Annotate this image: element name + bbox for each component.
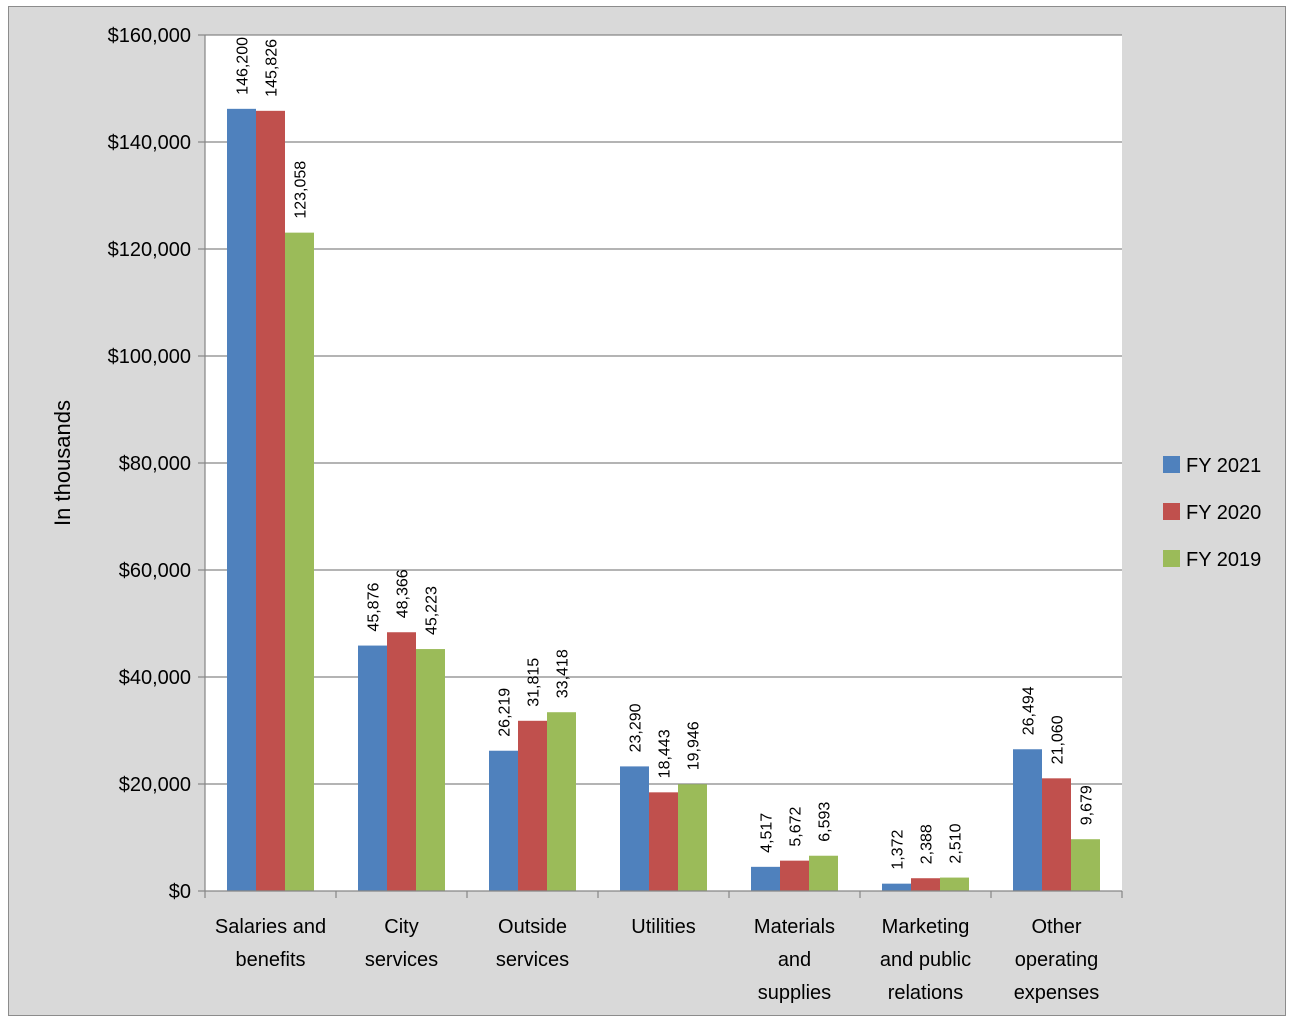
bar bbox=[518, 720, 547, 891]
data-label: 21,060 bbox=[1050, 715, 1067, 764]
bar bbox=[227, 108, 256, 891]
data-label: 5,672 bbox=[788, 807, 805, 847]
y-tick-label: $120,000 bbox=[108, 239, 191, 261]
bar bbox=[387, 632, 416, 891]
y-tick-label: $80,000 bbox=[119, 453, 191, 475]
x-tick-label: Marketing bbox=[882, 916, 970, 938]
x-tick-label: Materials bbox=[754, 916, 835, 938]
x-tick-label: supplies bbox=[758, 982, 831, 1004]
bar bbox=[285, 232, 314, 891]
y-axis-title: In thousands bbox=[50, 400, 75, 526]
data-label: 1,372 bbox=[890, 830, 907, 870]
bar bbox=[489, 750, 518, 891]
x-tick-label: and bbox=[778, 949, 811, 971]
bar bbox=[1042, 778, 1071, 891]
bar bbox=[780, 860, 809, 891]
data-label: 4,517 bbox=[759, 813, 776, 853]
bar bbox=[940, 877, 969, 891]
data-label: 45,876 bbox=[366, 583, 383, 632]
y-tick-label: $100,000 bbox=[108, 346, 191, 368]
data-label: 23,290 bbox=[628, 703, 645, 752]
data-label: 48,366 bbox=[395, 569, 412, 618]
data-label: 145,826 bbox=[264, 39, 281, 97]
data-label: 9,679 bbox=[1079, 785, 1096, 825]
bars bbox=[227, 108, 1100, 891]
legend-label: FY 2019 bbox=[1186, 549, 1261, 571]
x-tick-label: Salaries and bbox=[215, 916, 326, 938]
x-tick-label: benefits bbox=[235, 949, 305, 971]
bar bbox=[882, 883, 911, 891]
bar bbox=[649, 792, 678, 891]
data-label: 31,815 bbox=[526, 658, 543, 707]
x-tick-label: services bbox=[365, 949, 438, 971]
bar bbox=[620, 766, 649, 891]
data-label: 18,443 bbox=[657, 729, 674, 778]
x-tick-label: and public bbox=[880, 949, 971, 971]
data-label: 19,946 bbox=[686, 721, 703, 770]
legend-swatch bbox=[1163, 503, 1180, 520]
bar bbox=[751, 866, 780, 891]
data-label: 26,494 bbox=[1021, 686, 1038, 735]
data-label: 45,223 bbox=[424, 586, 441, 635]
y-tick-labels: $0 $20,000 $40,000 $60,000 $80,000 $100,000 $1… bbox=[108, 25, 191, 903]
bar bbox=[678, 784, 707, 891]
bar bbox=[256, 110, 285, 891]
y-tick-label: $40,000 bbox=[119, 667, 191, 689]
x-tick-label: expenses bbox=[1014, 982, 1100, 1004]
bar bbox=[1013, 749, 1042, 891]
data-labels: 146,200 145,826 123,058 45,876 48,366 45,223 2… bbox=[235, 37, 1096, 870]
x-tick-label: operating bbox=[1015, 949, 1098, 971]
data-label: 26,219 bbox=[497, 688, 514, 737]
data-label: 123,058 bbox=[293, 161, 310, 219]
data-label: 33,418 bbox=[555, 649, 572, 698]
bar bbox=[416, 649, 445, 891]
axes bbox=[198, 34, 1123, 898]
data-label: 146,200 bbox=[235, 37, 252, 95]
bar bbox=[547, 712, 576, 891]
y-tick-label: $20,000 bbox=[119, 774, 191, 796]
bar bbox=[911, 878, 940, 891]
x-tick-labels: Salaries and benefits City services Outside s… bbox=[215, 916, 1099, 1004]
data-label: 6,593 bbox=[817, 802, 834, 842]
bar bbox=[809, 855, 838, 891]
gridlines bbox=[205, 34, 1122, 785]
y-tick-label: $140,000 bbox=[108, 132, 191, 154]
legend-label: FY 2020 bbox=[1186, 502, 1261, 524]
bar bbox=[1071, 839, 1100, 891]
data-label: 2,510 bbox=[948, 823, 965, 863]
legend-label: FY 2021 bbox=[1186, 455, 1261, 477]
y-tick-label: $60,000 bbox=[119, 560, 191, 582]
legend-swatch bbox=[1163, 550, 1180, 567]
x-tick-label: Utilities bbox=[631, 916, 695, 938]
y-tick-label: $0 bbox=[169, 881, 191, 903]
bar bbox=[358, 645, 387, 891]
x-tick-label: Other bbox=[1031, 916, 1081, 938]
x-tick-label: relations bbox=[888, 982, 964, 1004]
legend: FY 2021 FY 2020 FY 2019 bbox=[1163, 455, 1261, 571]
data-label: 2,388 bbox=[919, 824, 936, 864]
y-tick-label: $160,000 bbox=[108, 25, 191, 47]
legend-swatch bbox=[1163, 456, 1180, 473]
x-tick-label: services bbox=[496, 949, 569, 971]
x-tick-label: City bbox=[384, 916, 418, 938]
x-tick-label: Outside bbox=[498, 916, 567, 938]
